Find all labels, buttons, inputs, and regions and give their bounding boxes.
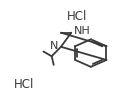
Text: HCl: HCl (14, 78, 35, 91)
Text: NH: NH (74, 27, 91, 37)
Text: HCl: HCl (67, 10, 88, 23)
Text: N: N (49, 41, 58, 51)
